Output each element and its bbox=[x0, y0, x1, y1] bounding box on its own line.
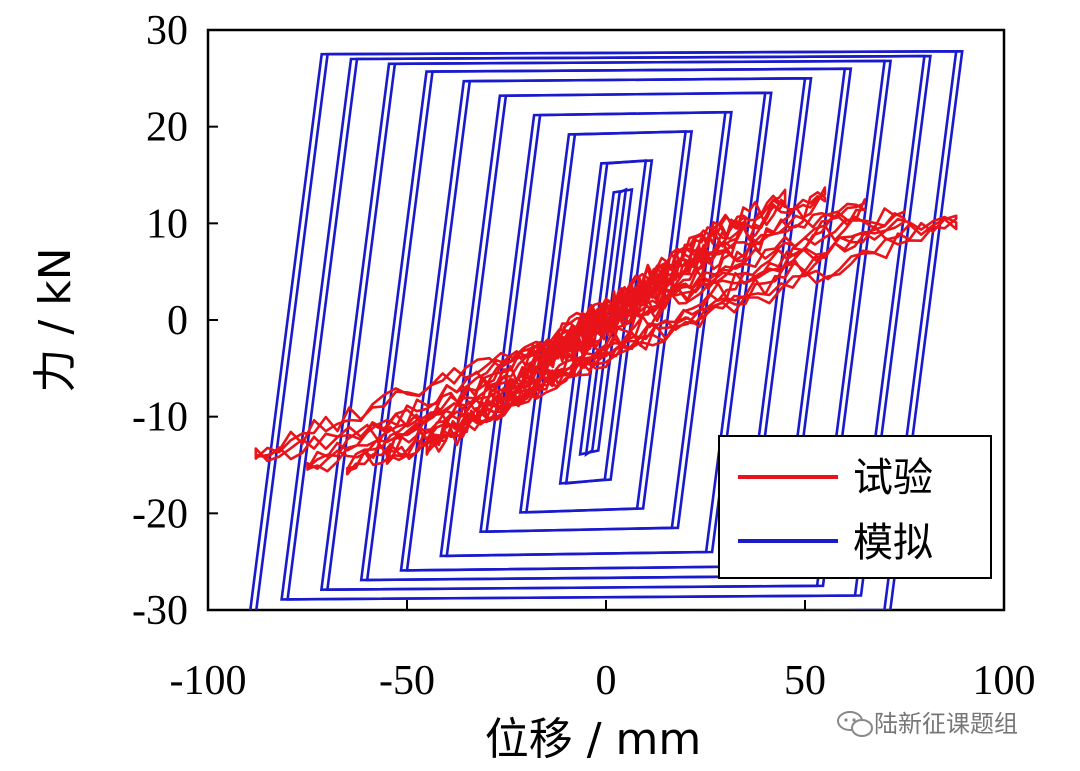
legend: 试验 模拟 bbox=[718, 435, 992, 579]
series-simulation-loop bbox=[319, 59, 893, 592]
y-tick-label: -30 bbox=[132, 588, 188, 634]
series-simulation-loop bbox=[280, 54, 932, 601]
watermark-text: 陆新征课题组 bbox=[874, 710, 1018, 738]
series-experiment-loop bbox=[306, 212, 906, 470]
legend-box bbox=[718, 435, 992, 579]
wechat-icon bbox=[837, 711, 873, 737]
y-tick-label: 20 bbox=[146, 105, 188, 151]
x-axis: -100 -50 0 50 100 bbox=[170, 600, 1036, 704]
y-tick-label: 0 bbox=[167, 298, 188, 344]
legend-label-experiment: 试验 bbox=[853, 455, 933, 501]
series-experiment-loop bbox=[254, 214, 958, 461]
series-layer bbox=[248, 49, 964, 610]
x-tick-label: 0 bbox=[596, 658, 617, 704]
series-experiment-loop bbox=[346, 198, 866, 476]
x-tick-label: 50 bbox=[784, 658, 826, 704]
x-tick-label: 100 bbox=[973, 658, 1036, 704]
series-simulation-loop bbox=[248, 49, 964, 610]
y-tick-label: 30 bbox=[146, 8, 188, 54]
series-simulation-loop bbox=[399, 76, 813, 572]
series-simulation-loop bbox=[578, 187, 634, 457]
series-simulation-loop bbox=[518, 130, 694, 514]
y-axis: 30 20 10 0 -10 -20 -30 bbox=[132, 8, 218, 634]
y-tick-label: -20 bbox=[132, 491, 188, 537]
y-tick-label: -10 bbox=[132, 395, 188, 441]
legend-label-simulation: 模拟 bbox=[853, 520, 933, 566]
series-simulation-loop bbox=[439, 91, 773, 558]
x-axis-title: 位移 / mm bbox=[485, 714, 702, 765]
series-simulation-loop bbox=[359, 67, 853, 582]
y-axis-title: 力 / kN bbox=[30, 247, 81, 392]
watermark: 陆新征课题组 bbox=[837, 710, 1018, 738]
series-simulation-loop bbox=[479, 110, 733, 534]
x-tick-label: -100 bbox=[170, 658, 247, 704]
y-tick-label: 10 bbox=[146, 201, 188, 247]
series-experiment-loop bbox=[254, 215, 958, 463]
x-tick-label: -50 bbox=[379, 658, 435, 704]
series-simulation-loop bbox=[558, 159, 654, 485]
